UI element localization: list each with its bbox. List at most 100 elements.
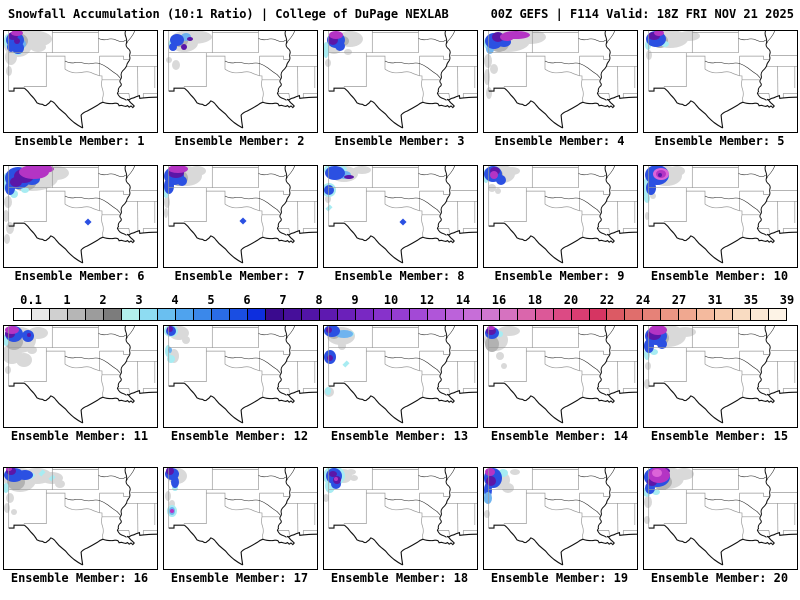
ensemble-panel-3[interactable] xyxy=(323,30,478,133)
snow-blob xyxy=(329,471,337,477)
snow-blob xyxy=(495,188,501,194)
snow-blob xyxy=(350,475,358,481)
ensemble-map xyxy=(164,166,317,264)
ensemble-panel-20[interactable] xyxy=(643,467,798,570)
snowfall-shading xyxy=(324,166,407,226)
colorbar-label: 5 xyxy=(207,293,215,307)
ensemble-panel-14[interactable] xyxy=(483,325,638,428)
ensemble-map xyxy=(4,166,157,264)
colorbar-cell xyxy=(751,309,770,320)
snow-blob xyxy=(5,326,19,334)
ensemble-panel-15[interactable] xyxy=(643,325,798,428)
snowfall-shading xyxy=(4,468,65,515)
ensemble-map xyxy=(4,468,157,566)
snowfall-shading xyxy=(645,31,700,60)
ensemble-panel-11[interactable] xyxy=(3,325,158,428)
ensemble-map xyxy=(4,326,157,424)
ensemble-panel-10[interactable] xyxy=(643,165,798,268)
ensemble-panel-7[interactable] xyxy=(163,165,318,268)
colorbar-label: 31 xyxy=(707,293,723,307)
colorbar-cell xyxy=(625,309,644,320)
colorbar-label: 20 xyxy=(563,293,579,307)
snow-blob xyxy=(504,167,520,175)
colorbar-label: 39 xyxy=(779,293,795,307)
snow-blob xyxy=(490,171,498,179)
member-label-2: Ensemble Member: 2 xyxy=(174,134,305,148)
snow-blob xyxy=(239,217,247,225)
colorbar-cell xyxy=(499,309,518,320)
ensemble-panel-5[interactable] xyxy=(643,30,798,133)
member-label-16: Ensemble Member: 16 xyxy=(10,571,149,585)
ensemble-panel-1[interactable] xyxy=(3,30,158,133)
snow-blob xyxy=(657,339,667,349)
colorbar-label: 24 xyxy=(635,293,651,307)
ensemble-map xyxy=(165,468,317,566)
snow-blob xyxy=(172,60,180,70)
ensemble-panel-8[interactable] xyxy=(323,165,478,268)
colorbar-cell xyxy=(409,309,428,320)
snow-blob xyxy=(55,480,65,488)
member-label-1: Ensemble Member: 1 xyxy=(14,134,145,148)
snow-blob xyxy=(484,492,492,504)
ensemble-panel-18[interactable] xyxy=(323,467,478,570)
colorbar-cell xyxy=(607,309,626,320)
snow-blob xyxy=(649,326,667,335)
ensemble-panel-12[interactable] xyxy=(163,325,318,428)
ensemble-panel-17[interactable] xyxy=(163,467,318,570)
snow-blob xyxy=(11,509,17,515)
snow-blob xyxy=(652,469,662,477)
colorbar-cell xyxy=(49,309,68,320)
ensemble-panel-16[interactable] xyxy=(3,467,158,570)
ensemble-map xyxy=(484,31,637,129)
ensemble-panel-6[interactable] xyxy=(3,165,158,268)
snow-blob xyxy=(4,210,9,222)
snow-blob xyxy=(27,333,31,337)
colorbar-label: 16 xyxy=(491,293,507,307)
snow-blob xyxy=(16,353,32,367)
snow-blob xyxy=(84,218,92,226)
colorbar-cell xyxy=(301,309,320,320)
ensemble-map xyxy=(166,31,317,129)
ensemble-panel-4[interactable] xyxy=(483,30,638,133)
ensemble-panel-13[interactable] xyxy=(323,325,478,428)
ensemble-panel-2[interactable] xyxy=(163,30,318,133)
ensemble-panel-19[interactable] xyxy=(483,467,638,570)
snowfall-shading xyxy=(484,31,546,99)
ensemble-panel-9[interactable] xyxy=(483,165,638,268)
colorbar-cell xyxy=(103,309,122,320)
colorbar-label: 9 xyxy=(351,293,359,307)
snow-blob xyxy=(658,173,662,177)
snow-blob xyxy=(346,469,356,475)
member-label-12: Ensemble Member: 12 xyxy=(170,429,309,443)
snow-blob xyxy=(177,176,187,186)
snow-blob xyxy=(182,336,190,344)
colorbar-cell xyxy=(139,309,158,320)
snowfall-shading xyxy=(484,166,520,194)
snow-blob xyxy=(164,208,168,218)
snow-blob xyxy=(4,483,9,493)
colorbar-cell xyxy=(661,309,680,320)
colorbar-cell xyxy=(211,309,230,320)
snowfall-shading xyxy=(484,468,520,518)
run-valid-time: 00Z GEFS | F114 Valid: 18Z FRI NOV 21 20… xyxy=(490,7,794,21)
snow-blob xyxy=(496,352,504,360)
ensemble-map xyxy=(324,31,477,129)
snow-blob xyxy=(490,64,498,74)
member-label-17: Ensemble Member: 17 xyxy=(170,571,309,585)
snow-blob xyxy=(645,212,649,220)
member-label-15: Ensemble Member: 15 xyxy=(650,429,789,443)
colorbar-label: 8 xyxy=(315,293,323,307)
ensemble-map xyxy=(484,468,637,566)
snowfall-shading xyxy=(644,326,696,389)
snow-blob xyxy=(496,175,506,185)
colorbar-label: 18 xyxy=(527,293,543,307)
snow-blob xyxy=(324,494,329,502)
snow-blob xyxy=(187,37,193,41)
snow-blob xyxy=(17,470,33,480)
colorbar-cell xyxy=(67,309,86,320)
snow-blob xyxy=(30,42,46,52)
colorbar-label: 14 xyxy=(455,293,471,307)
colorbar-cell xyxy=(31,309,50,320)
snow-blob xyxy=(335,41,345,51)
snow-blob xyxy=(502,483,514,493)
